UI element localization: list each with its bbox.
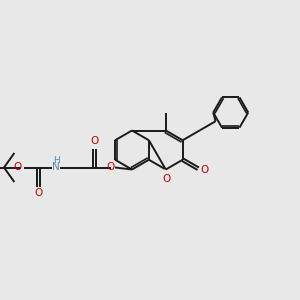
Text: O: O	[200, 165, 208, 175]
Text: O: O	[90, 136, 99, 146]
Text: O: O	[163, 174, 171, 184]
Text: O: O	[106, 163, 115, 172]
Text: O: O	[13, 163, 22, 172]
Text: H: H	[52, 156, 59, 165]
Text: O: O	[34, 188, 43, 199]
Text: N: N	[52, 163, 60, 172]
